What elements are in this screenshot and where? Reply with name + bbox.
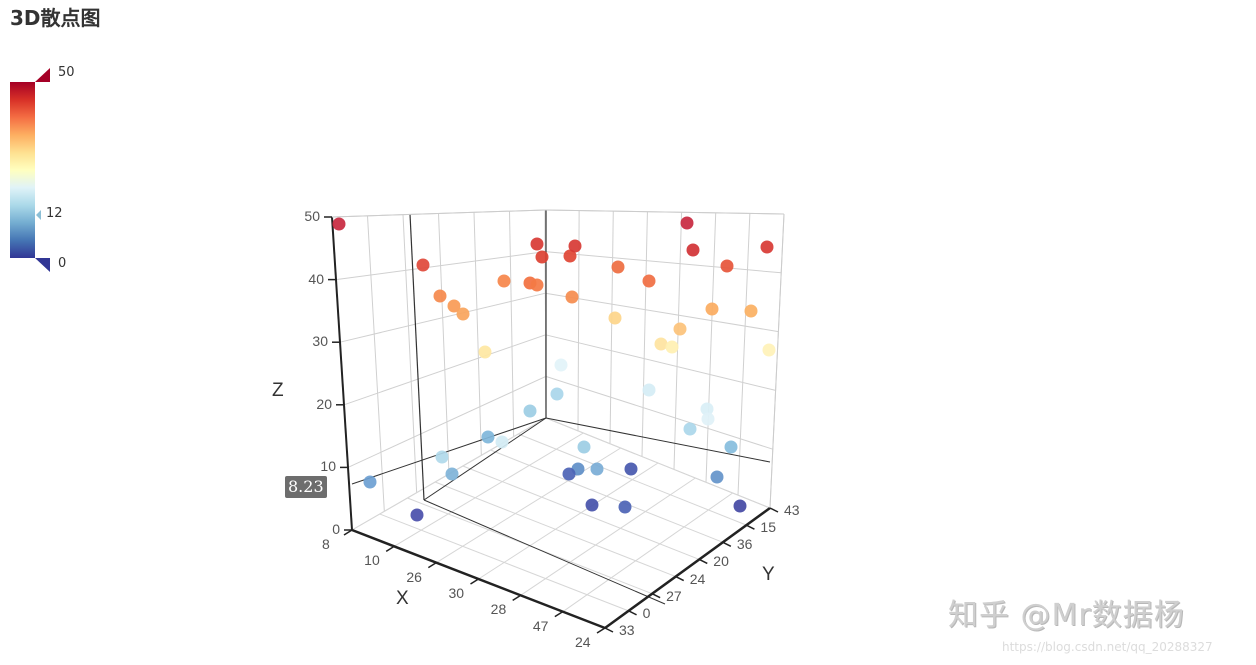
scatter-point[interactable]: [642, 383, 656, 397]
scatter-point[interactable]: [608, 311, 622, 325]
axis-ticks: [324, 216, 779, 634]
scatter-point[interactable]: [416, 258, 430, 272]
data-points[interactable]: [332, 216, 776, 522]
scatter-point[interactable]: [642, 274, 656, 288]
scatter-point[interactable]: [554, 358, 568, 372]
watermark-url: https://blog.csdn.net/qq_20288327: [1002, 640, 1213, 654]
scatter-point[interactable]: [680, 216, 694, 230]
scatter-point[interactable]: [481, 430, 495, 444]
visual-map-bar[interactable]: [0, 60, 120, 280]
x-tick-label: 8: [322, 536, 330, 552]
z-tick-label: 0: [332, 521, 340, 537]
y-tick-label: 36: [736, 536, 753, 553]
scatter-point[interactable]: [665, 340, 679, 354]
scatter-point[interactable]: [686, 243, 700, 257]
scatter-point[interactable]: [433, 289, 447, 303]
x-tick-label: 10: [364, 552, 380, 569]
scatter-point[interactable]: [590, 462, 604, 476]
scatter-point[interactable]: [410, 508, 424, 522]
z-tick-label: 10: [320, 458, 336, 475]
visual-map-max-handle[interactable]: [35, 68, 50, 82]
axis-pointer-value: 8.23: [285, 476, 327, 498]
scatter-point[interactable]: [363, 475, 377, 489]
y-tick-label: 20: [713, 553, 729, 570]
visual-map-min-handle[interactable]: [35, 258, 50, 272]
scatter-point[interactable]: [447, 299, 461, 313]
y-tick-label: 24: [689, 570, 706, 587]
scatter-point[interactable]: [724, 440, 738, 454]
visual-map-handle-label: 12: [46, 206, 63, 221]
scatter-point[interactable]: [762, 343, 776, 357]
scatter-point[interactable]: [435, 450, 449, 464]
scatter-point[interactable]: [332, 217, 346, 231]
x-tick-label: 30: [448, 585, 465, 601]
scatter-point[interactable]: [654, 337, 668, 351]
scatter-point[interactable]: [585, 498, 599, 512]
z-tick-label: 20: [316, 395, 332, 412]
scatter-point[interactable]: [577, 440, 591, 454]
chart-title: 3D散点图: [10, 6, 101, 30]
scatter-point[interactable]: [683, 422, 697, 436]
scatter-point[interactable]: [673, 322, 687, 336]
scatter-point[interactable]: [530, 237, 544, 251]
scatter-point[interactable]: [550, 387, 564, 401]
scatter-point[interactable]: [497, 274, 511, 288]
x-tick-label: 47: [532, 617, 549, 634]
scatter-point[interactable]: [445, 467, 459, 481]
scatter-point[interactable]: [523, 404, 537, 418]
scatter-point[interactable]: [535, 250, 549, 264]
y-tick-label: 33: [619, 622, 635, 638]
watermark: 知乎 @Mr数据杨: [948, 598, 1185, 633]
visual-map-max-label: 50: [58, 65, 75, 80]
x-tick-label: 26: [406, 568, 422, 585]
x-axis-label: X: [396, 588, 409, 609]
scatter-point[interactable]: [705, 302, 719, 316]
scatter-point[interactable]: [618, 500, 632, 514]
y-tick-label: 43: [784, 502, 800, 518]
scatter-point[interactable]: [456, 307, 470, 321]
z-axis-label: Z: [272, 380, 284, 401]
scatter-point[interactable]: [624, 462, 638, 476]
x-tick-label: 28: [490, 601, 507, 618]
z-tick-label: 50: [304, 208, 320, 224]
scatter-point[interactable]: [611, 260, 625, 274]
z-tick-label: 40: [308, 270, 324, 287]
scatter-point[interactable]: [701, 412, 715, 426]
visual-map[interactable]: [0, 60, 120, 280]
scatter-point[interactable]: [710, 470, 724, 484]
scatter-point[interactable]: [495, 435, 509, 449]
visual-map-min-label: 0: [58, 256, 67, 271]
scatter-point[interactable]: [744, 304, 758, 318]
scatter-point[interactable]: [563, 249, 577, 263]
visual-map-indicator: [36, 210, 41, 220]
scatter-point[interactable]: [733, 499, 747, 513]
scatter-point[interactable]: [478, 345, 492, 359]
scatter-point[interactable]: [530, 278, 544, 292]
y-tick-label: 0: [642, 604, 651, 621]
scatter-point[interactable]: [568, 239, 582, 253]
scatter-point[interactable]: [700, 402, 714, 416]
scatter-point[interactable]: [720, 259, 734, 273]
scatter-point[interactable]: [760, 240, 774, 254]
z-tick-label: 30: [312, 333, 328, 350]
scatter-point[interactable]: [565, 290, 579, 304]
scatter-point[interactable]: [562, 467, 576, 481]
y-tick-label: 15: [760, 519, 776, 536]
x-tick-label: 24: [575, 634, 591, 650]
y-tick-label: 27: [666, 587, 682, 604]
y-axis-label: Y: [762, 564, 775, 585]
